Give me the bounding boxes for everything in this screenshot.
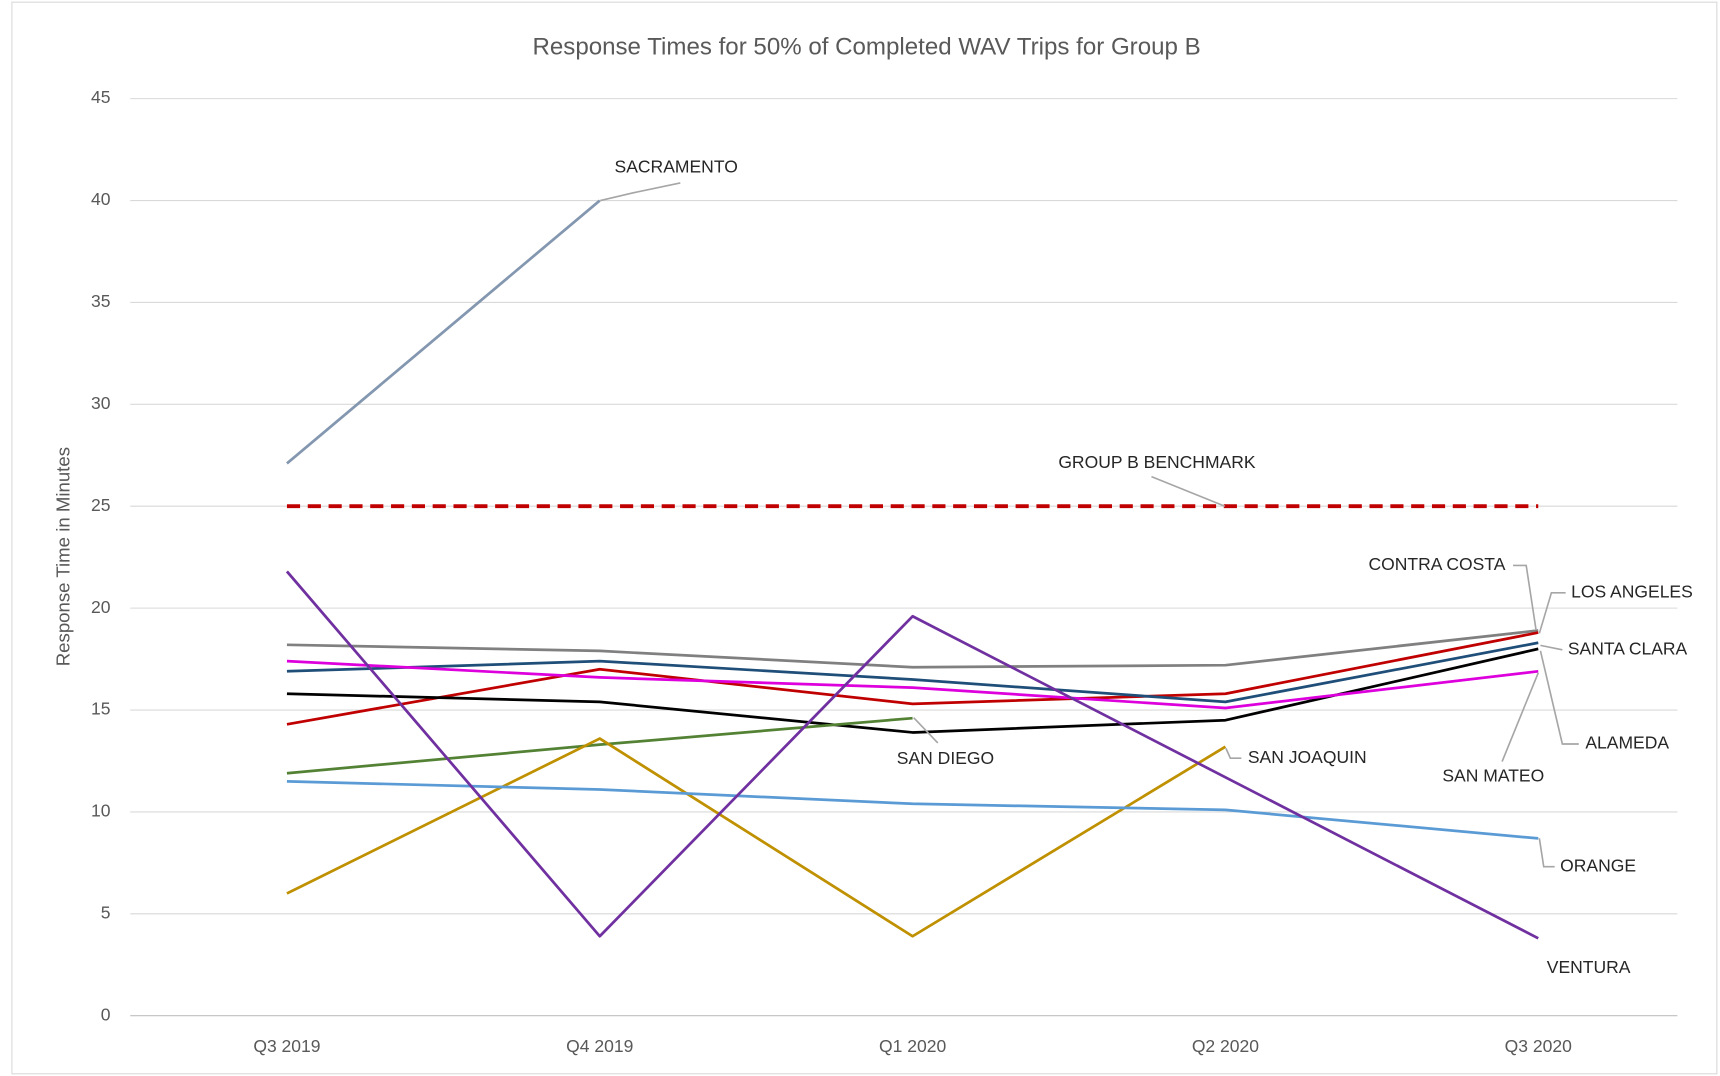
- series-label: SANTA CLARA: [1568, 638, 1688, 658]
- y-tick-label: 40: [91, 189, 111, 209]
- x-tick-label: Q2 2020: [1192, 1036, 1259, 1056]
- leader-line: [1225, 748, 1242, 760]
- y-tick-label: 15: [91, 699, 110, 719]
- series-line: [286, 737, 1227, 938]
- series-label: CONTRA COSTA: [1368, 554, 1505, 574]
- leader-line: [1539, 650, 1579, 745]
- leader-line: [1513, 564, 1537, 631]
- leader-line: [913, 717, 939, 744]
- leader-line: [600, 182, 681, 202]
- series-line: [286, 199, 601, 465]
- y-tick-label: 45: [91, 87, 110, 107]
- leader-line: [1538, 838, 1555, 868]
- annotations: SACRAMENTO GROUP B BENCHMARK CONTRA COSTA L…: [600, 156, 1693, 977]
- y-tick-label: 35: [91, 291, 110, 311]
- y-tick-label: 20: [91, 597, 111, 617]
- series-label: SAN MATEO: [1442, 765, 1544, 785]
- y-tick-label: 25: [91, 495, 110, 515]
- chart-frame: [11, 1, 1718, 1075]
- y-tick-label: 5: [101, 902, 111, 922]
- leader-line: [1538, 591, 1566, 634]
- series-line: [286, 659, 1539, 710]
- leader-line: [1501, 672, 1540, 762]
- series-label: LOS ANGELES: [1571, 581, 1693, 601]
- x-tick-label: Q4 2019: [566, 1036, 633, 1056]
- y-axis-title: Response Time in Minutes: [52, 447, 73, 666]
- y-tick-label: 30: [91, 393, 111, 413]
- series-line: [286, 631, 1539, 726]
- series-label: ORANGE: [1560, 855, 1636, 875]
- y-tick-label: 10: [91, 801, 111, 821]
- x-tick-label: Q3 2019: [253, 1036, 320, 1056]
- series-line: [286, 641, 1539, 704]
- leader-line: [1540, 644, 1563, 651]
- x-tick-label: Q1 2020: [879, 1036, 946, 1056]
- series-line: [286, 716, 913, 775]
- series-line: [286, 629, 1539, 669]
- series-label: ALAMEDA: [1585, 733, 1669, 753]
- series-label: SACRAMENTO: [615, 156, 738, 176]
- leader-line: [1151, 475, 1226, 507]
- series-label: SAN DIEGO: [897, 748, 994, 768]
- lines: [285, 199, 1539, 940]
- series-line: [286, 779, 1539, 840]
- series-label: VENTURA: [1547, 957, 1631, 977]
- chart-title: Response Times for 50% of Completed WAV …: [532, 34, 1200, 61]
- series-label: GROUP B BENCHMARK: [1058, 452, 1256, 472]
- x-tick-label: Q3 2020: [1505, 1036, 1572, 1056]
- series-label: SAN JOAQUIN: [1248, 747, 1367, 767]
- y-tick-label: 0: [101, 1004, 111, 1024]
- series-line: [285, 570, 1539, 940]
